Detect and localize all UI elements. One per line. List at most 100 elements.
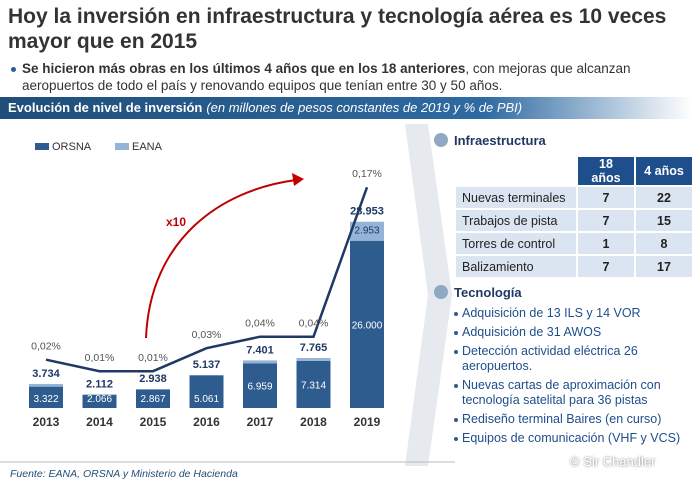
line-label: 0,01% <box>138 352 168 364</box>
table-label: Trabajos de pista <box>456 210 576 231</box>
section-bar: Evolución de nivel de inversión (en millo… <box>0 97 692 119</box>
section-note: (en millones de pesos constantes de 2019… <box>206 100 523 115</box>
bullet: Se hicieron más obras en los últimos 4 a… <box>22 60 692 94</box>
table-number: 7 <box>578 187 634 208</box>
bullet-bold: Se hicieron más obras en los últimos 4 a… <box>22 61 466 76</box>
total-label: 7.401 <box>246 344 274 356</box>
tech-item: Nuevas cartas de aproximación con tecnol… <box>454 378 690 408</box>
bar-segment <box>29 383 63 387</box>
table-number: 7 <box>578 210 634 231</box>
table-number: 22 <box>636 187 692 208</box>
bullet-dot <box>454 384 458 388</box>
trend-arrow <box>145 179 297 339</box>
bar-segment <box>350 221 384 241</box>
line-label: 0,04% <box>245 318 275 330</box>
column-header: 18 años <box>578 157 634 185</box>
x-tick-label: 2017 <box>247 415 274 429</box>
chevron <box>405 124 452 466</box>
legend-label: EANA <box>132 141 163 153</box>
check-icon <box>434 285 448 299</box>
total-label: 2.938 <box>139 373 167 385</box>
line-label: 0,02% <box>31 341 61 353</box>
value-label: 26.000 <box>352 320 383 331</box>
value-label: 3.322 <box>33 394 58 405</box>
table-row: Trabajos de pista 7 15 <box>456 210 692 231</box>
x-tick-label: 2016 <box>193 415 220 429</box>
bar-segment <box>189 375 224 408</box>
total-label: 28.953 <box>350 206 384 218</box>
column-header: 4 años <box>636 157 692 185</box>
value-label: 7.314 <box>301 380 326 391</box>
x-tick-label: 2015 <box>140 415 167 429</box>
source: Fuente: EANA, ORSNA y Ministerio de Haci… <box>10 468 238 480</box>
legend-label: ORSNA <box>52 141 92 153</box>
bar-segment <box>243 363 277 408</box>
value-label: 2.066 <box>87 394 112 405</box>
value-label: 6.959 <box>247 382 272 393</box>
tech-item: Adquisición de 13 ILS y 14 VOR <box>454 306 690 321</box>
table-number: 1 <box>578 233 634 254</box>
line-label: 0,04% <box>299 318 329 330</box>
tech-item-text: Detección actividad eléctrica 26 aeropue… <box>462 344 638 373</box>
bar-segment <box>350 240 384 408</box>
table-number: 7 <box>578 256 634 277</box>
total-label: 7.765 <box>300 342 328 354</box>
annotation: x10 <box>166 215 186 229</box>
bar-segment <box>136 389 170 408</box>
total-label: 2.112 <box>86 378 113 390</box>
infra-title: Infraestructura <box>454 133 546 148</box>
x-tick-label: 2014 <box>86 415 113 429</box>
tech-item: Adquisición de 31 AWOS <box>454 325 690 340</box>
table-row: Nuevas terminales 7 22 <box>456 187 692 208</box>
line-label: 0,03% <box>192 329 222 341</box>
table-corner <box>456 157 576 185</box>
total-label: 3.734 <box>32 368 60 380</box>
bullet-text: , con mejoras que alcanzan aeropuertos d… <box>22 61 631 93</box>
bullet-dot <box>11 67 16 72</box>
bar-segment <box>296 360 331 408</box>
watermark: © Sir Chandler <box>570 454 656 469</box>
bar-segment <box>243 360 277 364</box>
slide-title: Hoy la inversión en infraestructura y te… <box>8 5 667 53</box>
bullet-dot <box>454 437 458 441</box>
bar-segment <box>29 386 63 408</box>
tech-item: Detección actividad eléctrica 26 aeropue… <box>454 344 690 374</box>
bullet-dot <box>454 418 458 422</box>
x-tick-label: 2019 <box>354 415 381 429</box>
bullet-dot <box>454 331 458 335</box>
table-number: 8 <box>636 233 692 254</box>
check-icon <box>434 133 448 147</box>
bullet-dot <box>454 350 458 354</box>
tech-item-text: Adquisición de 13 ILS y 14 VOR <box>462 306 641 320</box>
table-label: Balizamiento <box>456 256 576 277</box>
arrow-head <box>292 173 304 186</box>
legend-swatch <box>115 143 129 150</box>
table-number: 17 <box>636 256 692 277</box>
bullet-dot <box>454 312 458 316</box>
tech-item-text: Rediseño terminal Baires (en curso) <box>462 412 662 426</box>
tech-item: Equipos de comunicación (VHF y VCS) <box>454 431 690 446</box>
section-title: Evolución de nivel de inversión <box>8 100 203 115</box>
table-label: Torres de control <box>456 233 576 254</box>
x-tick-label: 2018 <box>300 415 327 429</box>
table-label: Nuevas terminales <box>456 187 576 208</box>
x-tick-label: 2013 <box>33 415 60 429</box>
infra-table: 18 años 4 años Nuevas terminales 7 22 Trabajo… <box>454 155 694 279</box>
table-header-row: 18 años 4 años <box>456 157 692 185</box>
value-label: 2.953 <box>354 226 379 237</box>
tech-item-text: Equipos de comunicación (VHF y VCS) <box>462 431 681 445</box>
table-number: 15 <box>636 210 692 231</box>
pbi-line <box>45 186 369 373</box>
value-label: 5.061 <box>194 394 219 405</box>
line-label: 0,17% <box>352 168 382 180</box>
tech-item-text: Adquisición de 31 AWOS <box>462 325 602 339</box>
tech-item-text: Nuevas cartas de aproximación con tecnol… <box>462 378 661 407</box>
line-label: 0,01% <box>85 352 115 364</box>
legend-swatch <box>35 143 49 150</box>
bar-segment <box>82 394 117 408</box>
table-row: Balizamiento 7 17 <box>456 256 692 277</box>
tech-title: Tecnología <box>454 285 522 300</box>
total-label: 5.137 <box>193 359 221 371</box>
